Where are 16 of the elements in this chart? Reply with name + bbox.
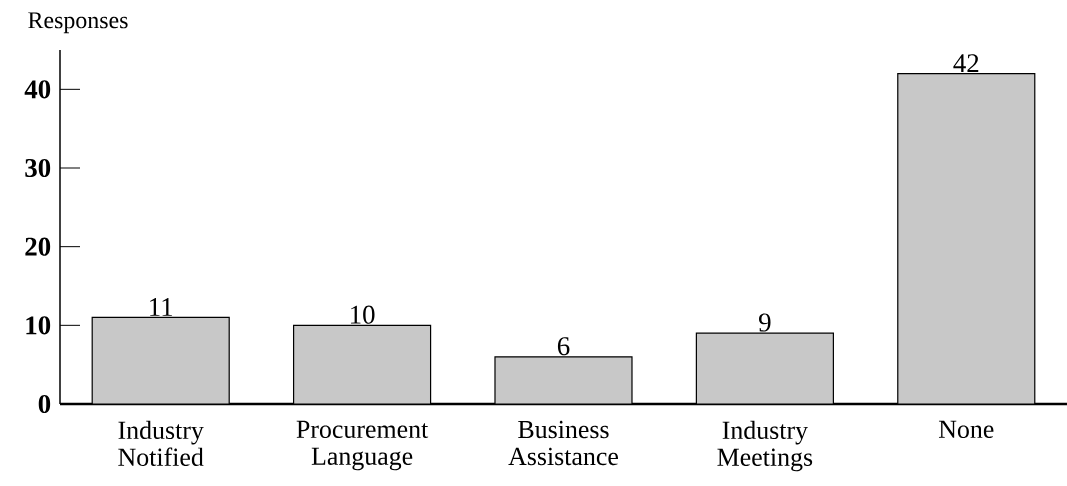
data-label: 9: [759, 313, 771, 332]
y-tick-label: 0: [38, 394, 51, 414]
x-tick-label: Industry Notified: [118, 420, 204, 466]
data-label: 10: [351, 305, 375, 324]
y-tick-label: 40: [24, 80, 51, 99]
data-label: 42: [953, 54, 979, 72]
y-axis-title: Responses: [28, 12, 128, 34]
y-tick-label: 10: [26, 316, 51, 335]
x-tick-label: Business Assistance: [508, 420, 618, 466]
y-tick-label: 20: [25, 237, 51, 256]
data-label: 11: [150, 298, 173, 316]
y-tick-label: 30: [25, 158, 51, 178]
x-tick-label: Industry Meetings: [717, 420, 813, 472]
x-tick-label: Procurement Language: [296, 420, 429, 471]
data-label: 6: [557, 337, 570, 356]
x-tick-label: None: [938, 420, 994, 439]
